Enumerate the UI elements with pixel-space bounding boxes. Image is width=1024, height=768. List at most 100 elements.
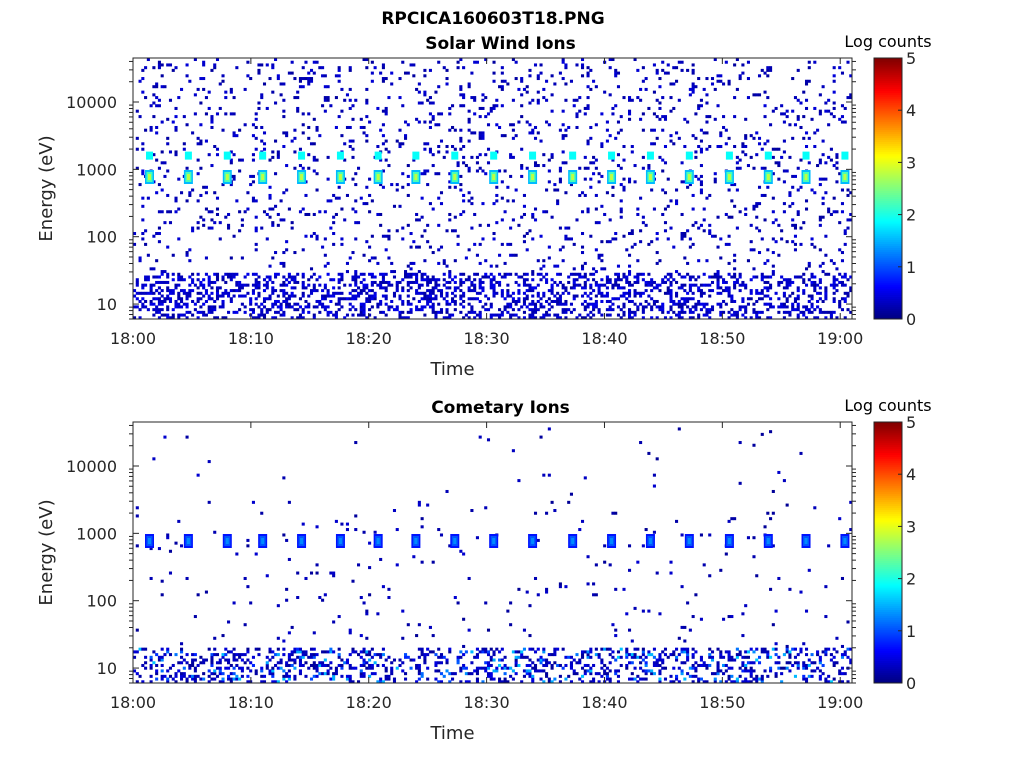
spectrogram-cell [832, 655, 836, 659]
spectrogram-cell [691, 655, 695, 659]
spectrogram-cell [675, 658, 679, 662]
spectrogram-cell [279, 313, 283, 317]
spectrogram-cell [498, 125, 502, 129]
spectrogram-cell [323, 237, 327, 241]
spectrogram-cell [193, 669, 197, 673]
spectrogram-cell [138, 259, 142, 263]
spectrogram-cell [722, 672, 726, 676]
spectrogram-cell [669, 280, 673, 284]
spectrogram-cell [221, 305, 225, 309]
spectrogram-cell [251, 663, 255, 667]
spectrogram-cell [359, 196, 363, 200]
spectrogram-cell [459, 188, 463, 192]
spectrogram-cell [332, 620, 336, 624]
spectrogram-cell [473, 60, 477, 64]
spectrogram-cell [531, 270, 535, 274]
spectrogram-cell [334, 310, 338, 314]
spectrogram-cell [254, 229, 258, 233]
spectrogram-cell [166, 275, 170, 279]
spectrogram-cell [456, 164, 460, 168]
spectrogram-cell [716, 272, 720, 276]
spectrogram-cell [661, 302, 665, 306]
spectrogram-cell [282, 283, 286, 287]
spectrogram-cell [691, 207, 695, 211]
spectrogram-cell [777, 661, 781, 665]
spectrogram-cell [285, 297, 289, 301]
spectrogram-cell [340, 522, 344, 526]
spectrogram-cell [381, 134, 385, 138]
spectrogram-cell [616, 313, 621, 317]
spectrogram-cell [528, 283, 532, 287]
colorbar-swatch [874, 151, 902, 155]
spectrogram-cell [716, 663, 720, 667]
spectrogram-cell [207, 669, 211, 673]
spectrogram-cell [448, 275, 452, 279]
spectrogram-cell [611, 655, 615, 659]
spectrogram-cell [224, 316, 228, 319]
spectrogram-cell [661, 169, 665, 173]
spectrogram-cell [489, 655, 493, 659]
spectrogram-cell [705, 115, 709, 119]
beam-peak [297, 533, 307, 548]
spectrogram-cell [166, 677, 170, 681]
spectrogram-cell [185, 123, 189, 127]
spectrogram-cell [376, 305, 380, 309]
spectrogram-cell [592, 155, 596, 159]
spectrogram-cell [428, 150, 432, 154]
spectrogram-cell [605, 291, 609, 295]
spectrogram-cell [594, 193, 598, 197]
spectrogram-cell [688, 286, 692, 290]
spectrogram-cell [802, 221, 806, 225]
spectrogram-cell [713, 177, 717, 181]
spectrogram-cell [531, 680, 535, 683]
spectrogram-cell [348, 106, 352, 110]
spectrogram-cell [417, 291, 421, 295]
spectrogram-cell [464, 164, 468, 168]
spectrogram-cell [592, 278, 596, 282]
spectrogram-cell [686, 672, 690, 676]
spectrogram-cell [370, 234, 374, 238]
spectrogram-cell [829, 316, 833, 319]
spectrogram-cell [249, 302, 253, 306]
spectrogram-cell [318, 302, 322, 306]
spectrogram-cell [193, 112, 197, 116]
spectrogram-cell [398, 313, 402, 317]
spectrogram-cell [160, 161, 164, 165]
spectrogram-cell [144, 283, 148, 287]
spectrogram-cell [542, 658, 546, 662]
beam-peak [222, 169, 232, 184]
spectrogram-cell [531, 212, 535, 216]
spectrogram-cell [315, 237, 319, 241]
spectrogram-cell [716, 145, 720, 149]
spectrogram-cell [710, 305, 715, 309]
spectrogram-cell [456, 655, 460, 659]
spectrogram-cell [188, 289, 192, 293]
spectrogram-cell [171, 253, 175, 257]
spectrogram-cell [583, 308, 587, 312]
spectrogram-cell [293, 136, 297, 140]
spectrogram-cell [376, 106, 380, 110]
spectrogram-cell [832, 299, 836, 303]
spectrogram-cell [500, 196, 504, 200]
spectrogram-cell [199, 283, 203, 287]
spectrogram-cell [821, 196, 825, 200]
spectrogram-cell [462, 145, 466, 149]
colorbar-title: Log counts [844, 32, 931, 51]
spectrogram-cell [146, 196, 150, 200]
spectrogram-cell [616, 283, 621, 287]
spectrogram-cell [605, 275, 609, 279]
spectrogram-cell [675, 199, 679, 203]
spectrogram-cell [525, 655, 529, 659]
spectrogram-cell [409, 302, 413, 306]
spectrogram-cell [287, 294, 291, 298]
spectrogram-cell [608, 305, 612, 309]
spectrogram-cell [478, 666, 482, 670]
spectrogram-cell [423, 297, 427, 301]
spectrogram-cell [254, 117, 258, 121]
spectrogram-cell [464, 256, 468, 260]
spectrogram-cell [246, 650, 250, 654]
spectrogram-cell [553, 677, 557, 681]
spectrogram-cell [473, 112, 477, 116]
spectrogram-cell [332, 286, 336, 290]
spectrogram-cell [578, 658, 582, 662]
